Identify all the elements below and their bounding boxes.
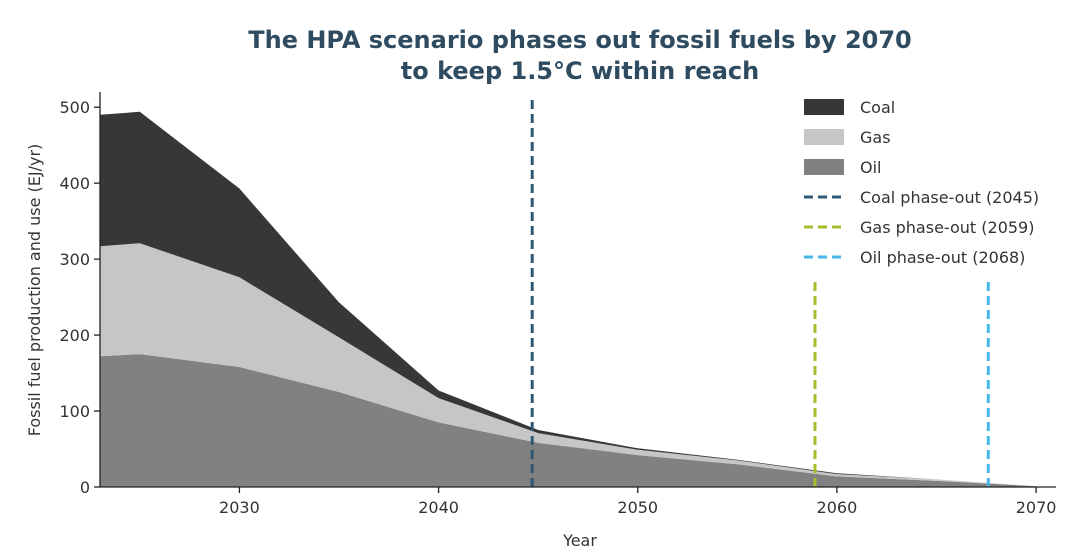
area-gas <box>100 243 1037 487</box>
x-tick-label: 2060 <box>817 498 858 517</box>
legend-label-coal-phase-out-2045: Coal phase-out (2045) <box>860 188 1039 207</box>
legend-swatch-gas <box>804 129 844 145</box>
y-tick-label: 0 <box>80 478 90 497</box>
legend-label-oil-phase-out-2068: Oil phase-out (2068) <box>860 248 1025 267</box>
legend-label-gas-phase-out-2059: Gas phase-out (2059) <box>860 218 1034 237</box>
x-tick-label: 2070 <box>1016 498 1057 517</box>
y-axis-label: Fossil fuel production and use (EJ/yr) <box>25 144 44 437</box>
x-tick-label: 2030 <box>219 498 260 517</box>
legend-label-oil: Oil <box>860 158 881 177</box>
y-tick-label: 200 <box>59 326 90 345</box>
x-axis-label: Year <box>562 531 597 550</box>
legend-swatch-coal <box>804 99 844 115</box>
legend-label-gas: Gas <box>860 128 891 147</box>
phase-out-lines <box>530 98 990 487</box>
legend: Coal Gas Oil Coal phase-out (2045) Gas phase… <box>804 98 1039 267</box>
x-tick-label: 2040 <box>418 498 459 517</box>
legend-label-coal: Coal <box>860 98 895 117</box>
chart-title-line1: The HPA scenario phases out fossil fuels… <box>248 26 912 54</box>
x-tick-label: 2050 <box>617 498 658 517</box>
y-tick-label: 100 <box>59 402 90 421</box>
y-tick-label: 300 <box>59 250 90 269</box>
area-coal <box>100 111 1037 487</box>
y-tick-label: 400 <box>59 174 90 193</box>
y-tick-label: 500 <box>59 98 90 117</box>
area-group <box>100 111 1037 487</box>
area-oil <box>100 354 1037 487</box>
chart-title-line2: to keep 1.5°C within reach <box>401 57 759 85</box>
axes: 0 100 200 300 400 500 2030 2040 2050 2060 2070 <box>59 92 1056 517</box>
legend-swatch-oil <box>804 159 844 175</box>
